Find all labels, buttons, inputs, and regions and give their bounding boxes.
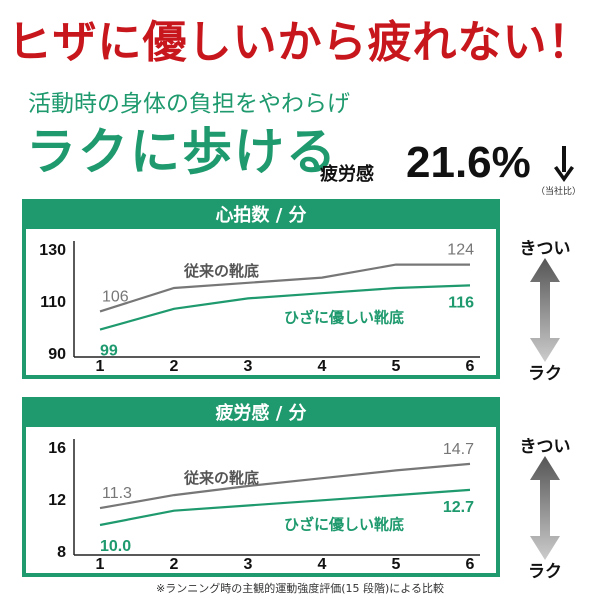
up-down-arrow-icon <box>530 456 560 560</box>
x-tick-label: 4 <box>318 358 327 375</box>
x-tick-label: 1 <box>96 556 105 573</box>
headline: ヒザに優しいから疲れない！ <box>7 17 593 68</box>
series-label: ひざに優しい靴底 <box>284 516 404 534</box>
x-tick-label: 5 <box>392 556 401 573</box>
fatigue-value: 21.6% <box>406 138 531 187</box>
x-tick-label: 5 <box>392 358 401 375</box>
data-label: 116 <box>448 294 474 311</box>
y-tick-label: 8 <box>57 544 66 561</box>
series-label: ひざに優しい靴底 <box>284 308 404 326</box>
big-title: ラクに歩ける <box>26 123 338 181</box>
x-tick-label: 4 <box>318 556 327 573</box>
data-label: 12.7 <box>443 499 474 516</box>
series-label: 従来の靴底 <box>183 262 259 280</box>
heart-rate-panel: 心拍数 / 分 90 110 130 1 2 3 4 5 6 106 124 従来の靴底 99 116 ひざ… <box>22 199 500 379</box>
y-tick-label: 90 <box>48 346 66 363</box>
intensity-scale: きつい ラク <box>504 234 586 384</box>
heart-rate-chart: 90 110 130 1 2 3 4 5 6 106 124 従来の靴底 99 116 ひざに優しい靴底 <box>39 241 480 375</box>
scale-bottom-label: ラク <box>528 562 562 582</box>
x-tick-label: 3 <box>244 556 253 573</box>
x-tick-label: 1 <box>96 358 105 375</box>
x-tick-label: 6 <box>466 358 475 375</box>
chart-title: 心拍数 / 分 <box>26 203 496 229</box>
data-label: 106 <box>102 288 129 305</box>
data-label: 10.0 <box>100 538 131 555</box>
x-tick-label: 3 <box>244 358 253 375</box>
footnote: ※ランニング時の主観的運動強度評価(15 段階)による比較 <box>156 582 444 595</box>
scale-top-label: きつい <box>519 239 571 259</box>
fatigue-note: （当社比） <box>536 187 582 197</box>
fatigue-label: 疲労感 <box>320 164 374 185</box>
series-line <box>99 488 471 527</box>
chart-title: 疲労感 / 分 <box>26 401 496 427</box>
y-tick-label: 110 <box>40 294 66 311</box>
y-tick-label: 12 <box>48 492 66 509</box>
x-tick-label: 2 <box>170 358 179 375</box>
up-down-arrow-icon <box>530 258 560 362</box>
y-tick-label: 130 <box>39 242 66 259</box>
series-label: 従来の靴底 <box>183 469 259 487</box>
scale-bottom-label: ラク <box>528 364 562 384</box>
down-arrow-icon <box>554 146 574 182</box>
x-tick-label: 6 <box>466 556 475 573</box>
series-line <box>99 462 471 510</box>
data-label: 11.3 <box>102 485 132 502</box>
data-label: 14.7 <box>443 441 474 458</box>
intensity-scale: きつい ラク <box>504 432 586 582</box>
y-tick-label: 16 <box>48 440 66 457</box>
scale-top-label: きつい <box>519 437 571 457</box>
fatigue-panel: 疲労感 / 分 8 12 16 1 2 3 4 5 6 11.3 14.7 従来の靴底 10.0 12.7… <box>22 397 500 577</box>
data-label: 99 <box>100 343 118 360</box>
data-label: 124 <box>447 242 474 259</box>
subline: 活動時の身体の負担をやわらげ <box>28 91 350 117</box>
series-line <box>99 263 470 313</box>
x-tick-label: 2 <box>170 556 179 573</box>
series-line <box>99 284 471 331</box>
